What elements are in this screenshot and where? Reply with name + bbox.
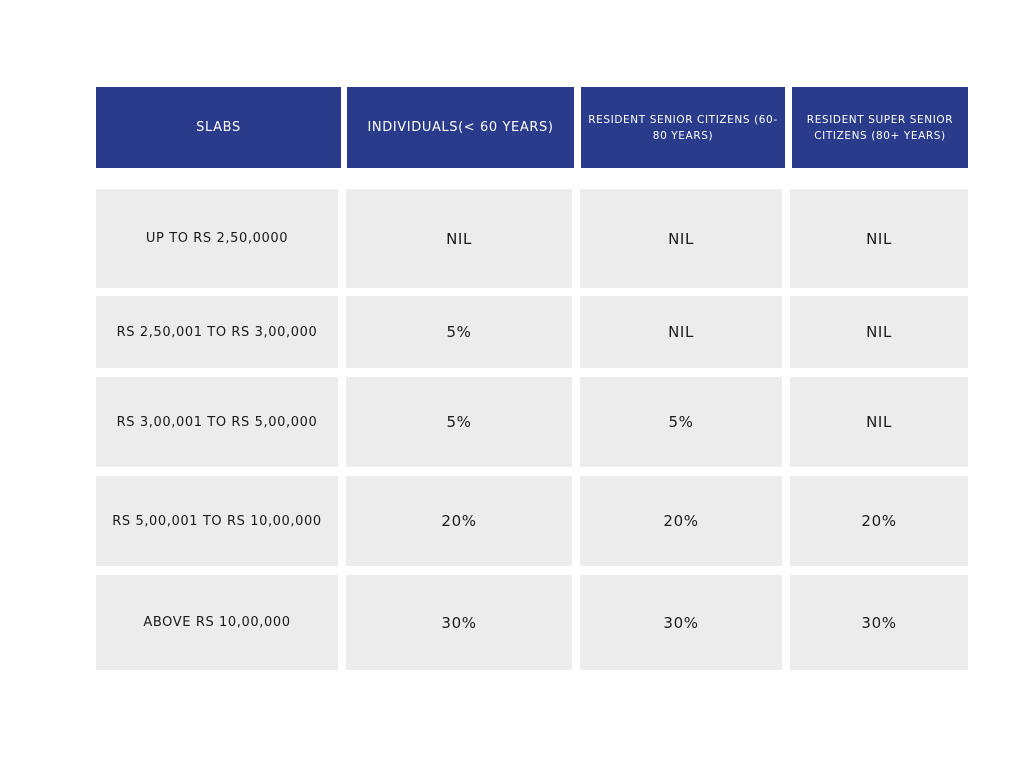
cell-individuals: 30% xyxy=(346,575,572,670)
cell-individuals: 20% xyxy=(346,476,572,566)
cell-senior: NIL xyxy=(580,296,782,368)
cell-super-senior: NIL xyxy=(790,377,968,467)
cell-individuals: NIL xyxy=(346,189,572,288)
cell-slab: ABOVE RS 10,00,000 xyxy=(96,575,338,670)
cell-super-senior: NIL xyxy=(790,189,968,288)
header-slabs: SLABS xyxy=(96,87,341,168)
cell-senior: 30% xyxy=(580,575,782,670)
cell-senior: 20% xyxy=(580,476,782,566)
cell-slab: RS 2,50,001 TO RS 3,00,000 xyxy=(96,296,338,368)
cell-senior: 5% xyxy=(580,377,782,467)
cell-individuals: 5% xyxy=(346,377,572,467)
cell-slab: UP TO RS 2,50,0000 xyxy=(96,189,338,288)
cell-super-senior: 30% xyxy=(790,575,968,670)
header-individuals: INDIVIDUALS(< 60 YEARS) xyxy=(347,87,574,168)
cell-slab: RS 3,00,001 TO RS 5,00,000 xyxy=(96,377,338,467)
header-senior-citizens: RESIDENT SENIOR CITIZENS (60-80 YEARS) xyxy=(581,87,785,168)
cell-super-senior: 20% xyxy=(790,476,968,566)
header-super-senior-citizens: RESIDENT SUPER SENIOR CITIZENS (80+ YEAR… xyxy=(792,87,968,168)
cell-senior: NIL xyxy=(580,189,782,288)
cell-individuals: 5% xyxy=(346,296,572,368)
cell-super-senior: NIL xyxy=(790,296,968,368)
cell-slab: RS 5,00,001 TO RS 10,00,000 xyxy=(96,476,338,566)
